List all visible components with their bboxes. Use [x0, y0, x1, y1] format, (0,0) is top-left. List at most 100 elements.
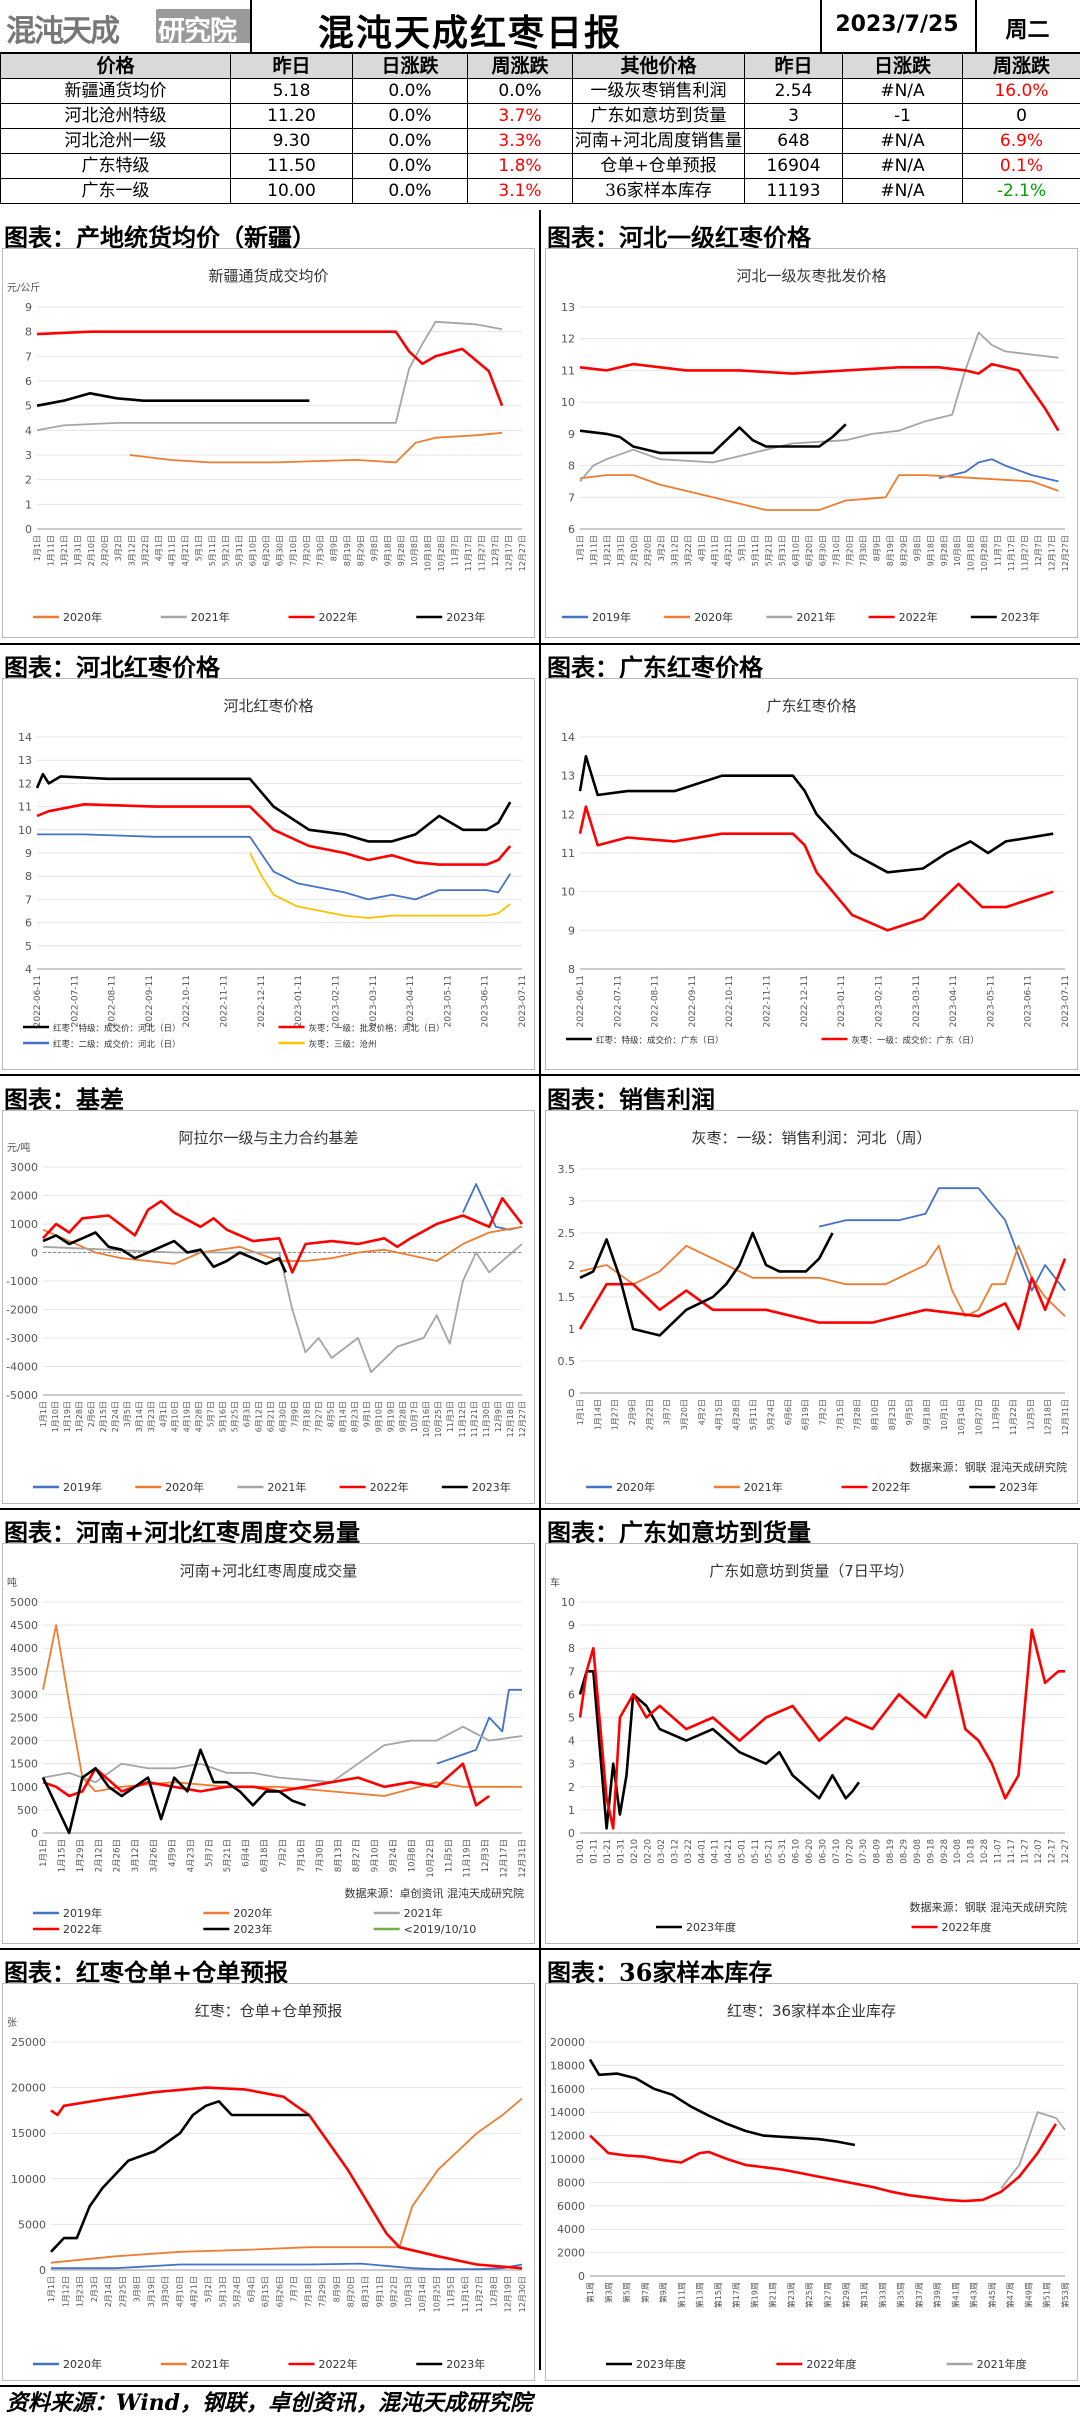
x-tick-label: 10月28日	[980, 535, 989, 571]
x-tick-label: 5月16日	[219, 1401, 228, 1432]
x-tick-label: 1月1日	[39, 1401, 48, 1427]
x-tick-label: 7月15日	[836, 1399, 845, 1430]
y-tick-label: 10	[18, 824, 32, 837]
x-tick-label: 4月23日	[186, 1839, 196, 1872]
legend-label: 2023年	[446, 2357, 485, 2371]
table-cell: 9.30	[231, 129, 353, 154]
x-tick-label: 7月27日	[314, 1401, 323, 1432]
x-tick-label: 5月7日	[207, 1401, 216, 1427]
x-tick-label: 第15周	[713, 2282, 723, 2308]
table-cell: 广东如意坊到货量	[573, 104, 745, 129]
report-title: 混沌天成红枣日报	[250, 4, 690, 56]
legend-label: <2019/10/10	[404, 1923, 477, 1936]
x-tick-label: 1月14日	[593, 1399, 602, 1430]
x-tick-label: 1月31日	[73, 535, 82, 566]
x-tick-label: 9月28日	[398, 1401, 407, 1432]
x-tick-label: 3月26日	[150, 1839, 160, 1872]
x-tick-label: 9月10日	[371, 1839, 381, 1872]
y-tick-label: 12	[561, 333, 575, 346]
y-tick-label: 14	[18, 731, 32, 744]
x-tick-label: 9月22日	[390, 2276, 399, 2307]
legend-label: 2022年	[63, 1922, 102, 1936]
y-tick-label: 2	[568, 1781, 575, 1794]
table-cell: 0.0%	[353, 154, 468, 179]
x-tick-label: 2023-03-11	[369, 975, 379, 1027]
x-tick-label: 01-31	[616, 1839, 626, 1864]
x-tick-label: 7月20日	[845, 535, 854, 566]
y-tick-label: 1000	[10, 1781, 38, 1794]
x-tick-label: 9月8日	[913, 535, 922, 561]
x-tick-label: 11月3日	[446, 1401, 455, 1432]
x-tick-label: 03-12	[670, 1839, 680, 1864]
x-tick-label: 3月12日	[670, 535, 679, 566]
x-tick-label: 11月17日	[1007, 535, 1016, 571]
series-line	[463, 1184, 522, 1230]
x-tick-label: 11月16日	[461, 2276, 470, 2312]
row-divider	[0, 1508, 1080, 1510]
x-tick-label: 7月10日	[289, 535, 298, 566]
x-tick-label: 3月5日	[123, 1401, 132, 1427]
y-tick-label: 6000	[557, 2200, 585, 2213]
x-tick-label: 10月3日	[404, 2276, 413, 2307]
series-line	[43, 1625, 522, 1796]
row-divider	[0, 1948, 1080, 1950]
legend-label: 2023年	[233, 1922, 272, 1936]
x-tick-label: 8月29日	[356, 535, 365, 566]
legend-label: 2022年度	[806, 2357, 856, 2371]
x-tick-label: 4月21日	[181, 535, 190, 566]
table-cell: 0.0%	[468, 79, 573, 104]
x-tick-label: 2月10日	[630, 535, 639, 566]
x-tick-label: 12月18日	[506, 1401, 515, 1437]
y-tick-label: 10	[561, 1596, 575, 1609]
column-header: 日涨跌	[843, 54, 963, 79]
y-tick-label: 2	[568, 1259, 575, 1272]
x-tick-label: 03-02	[657, 1839, 667, 1864]
x-tick-label: 09-28	[940, 1839, 950, 1864]
x-tick-label: 第41周	[950, 2282, 960, 2308]
legend-label: 2019年	[63, 1480, 102, 1494]
x-tick-label: 8月19日	[343, 535, 352, 566]
chart-title: 河北红枣价格	[223, 697, 313, 715]
x-tick-label: 8月31日	[361, 2276, 370, 2307]
legend-label: 2020年	[616, 1480, 655, 1494]
legend-label: 2023年	[472, 1480, 511, 1494]
x-tick-label: 10月25日	[434, 1401, 443, 1437]
y-tick-label: 2000	[557, 2247, 585, 2260]
y-tick-label: 3	[568, 1758, 575, 1771]
x-tick-label: 08-09	[872, 1839, 882, 1864]
legend-label: 灰枣：三级：沧州	[309, 1039, 377, 1050]
table-cell: 3.1%	[468, 179, 573, 204]
y-tick-label: 500	[17, 1804, 38, 1817]
x-tick-label: 1月12日	[61, 2276, 70, 2307]
y-tick-label: 0.5	[558, 1355, 576, 1368]
x-tick-label: 11月12日	[458, 1401, 467, 1437]
table-cell: 0	[963, 104, 1080, 129]
x-tick-label: 第43周	[969, 2282, 979, 2308]
x-tick-label: 2023-03-11	[912, 975, 922, 1027]
table-cell: 0.0%	[353, 79, 468, 104]
y-tick-label: -1000	[6, 1275, 38, 1288]
x-tick-label: 1月1日	[47, 2276, 56, 2302]
y-tick-label: 2000	[10, 1190, 38, 1203]
table-cell: #N/A	[843, 129, 963, 154]
series-line	[580, 364, 1058, 431]
series-line	[37, 322, 502, 431]
x-tick-label: 4月15日	[715, 1399, 724, 1430]
x-tick-label: 4月11日	[168, 535, 177, 566]
table-cell: 河南+河北周度销售量	[573, 129, 745, 154]
x-tick-label: 8月20日	[347, 2276, 356, 2307]
x-tick-label: 2022-09-11	[145, 975, 155, 1027]
x-tick-label: 6月21日	[267, 1401, 276, 1432]
y-tick-label: 1	[568, 1323, 575, 1336]
x-tick-label: 7月2日	[279, 1839, 289, 1867]
y-tick-label: 8	[568, 460, 575, 473]
x-tick-label: 2023-02-11	[331, 975, 341, 1027]
x-tick-label: 12月18日	[1044, 1399, 1053, 1435]
x-tick-label: 8月27日	[352, 1839, 362, 1872]
table-cell: 0.0%	[353, 129, 468, 154]
x-tick-label: 4月2日	[697, 1399, 706, 1425]
